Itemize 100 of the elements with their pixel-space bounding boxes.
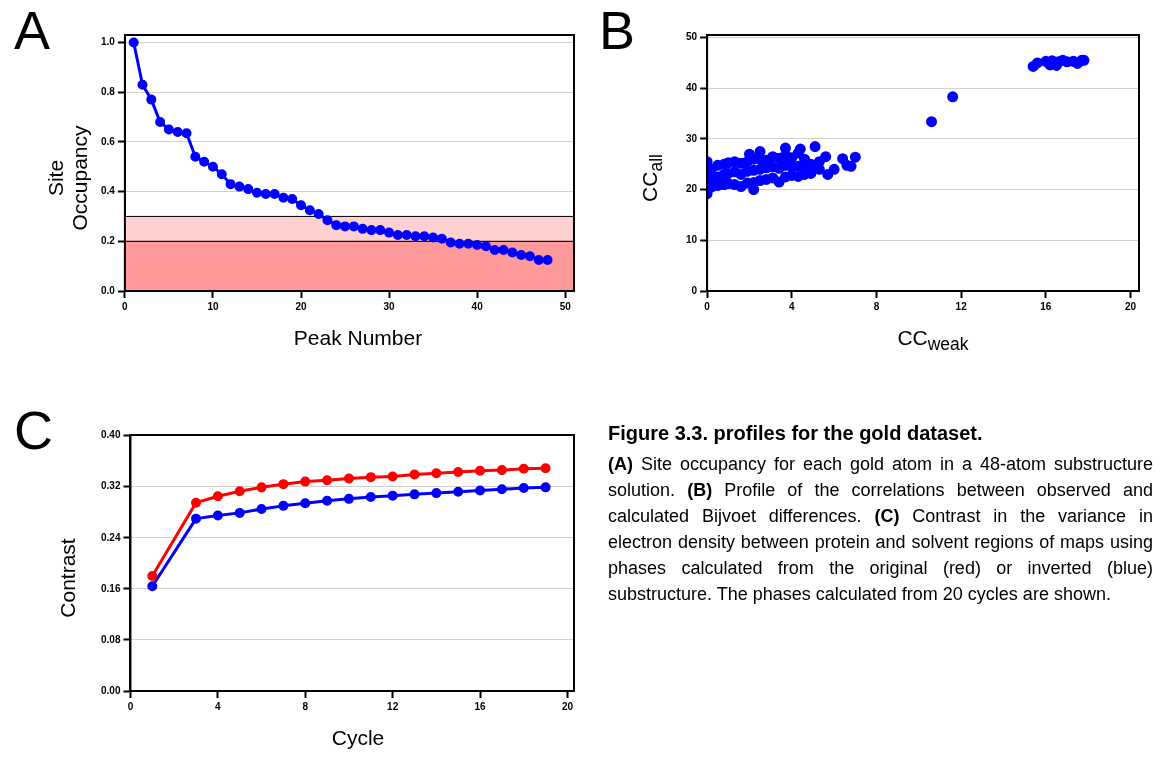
point — [516, 249, 527, 260]
text: (A) Site occupancy for each gold atom in a 48-atom substructure solution. (B) Profile of the correlations between observed and calculated Bijvoet differences. (C) Contrast in the variance in electron density between protein and solvent regions of maps using phases calculated from the original (red) or inverted (blue) substructure. The phases calculated from 20 cycles are shown. — [608, 454, 1153, 604]
point — [300, 476, 311, 487]
y-tick-label: 0.8 — [101, 85, 116, 97]
point — [436, 233, 447, 244]
point — [453, 467, 464, 478]
point — [463, 238, 474, 249]
y-tick-label: 0.16 — [100, 582, 121, 594]
y-tick-label: 0.6 — [101, 135, 116, 147]
x-tick-label: 4 — [215, 700, 222, 712]
point — [278, 500, 289, 511]
x-tick-label: 20 — [1124, 300, 1137, 312]
point — [343, 473, 354, 484]
x-tick-label: 4 — [789, 300, 796, 312]
y-tick-label: 0.40 — [100, 429, 121, 441]
text: C — [14, 400, 53, 460]
point — [251, 187, 262, 198]
point — [146, 94, 157, 105]
point — [419, 231, 430, 242]
point — [225, 179, 236, 190]
y-tick-label: 30 — [686, 132, 698, 144]
x-tick-label: 50 — [559, 300, 572, 312]
point — [340, 221, 351, 232]
point — [489, 244, 500, 255]
point — [296, 200, 307, 211]
y-tick-label: 0.00 — [100, 684, 121, 696]
x-tick-label: 10 — [207, 300, 219, 312]
point — [269, 189, 280, 200]
point — [331, 220, 342, 231]
point — [343, 493, 354, 504]
point — [409, 489, 420, 500]
x-axis-title: CC$_{weak}$ — [896, 326, 970, 356]
point — [496, 484, 507, 495]
x-axis-title: Peak Number — [292, 326, 424, 350]
y-tick-label: 50 — [686, 31, 698, 43]
point — [199, 156, 210, 167]
point — [137, 79, 148, 90]
x-tick-label: 0 — [122, 300, 129, 312]
point — [475, 465, 486, 476]
point — [387, 490, 398, 501]
point — [216, 169, 227, 180]
x-tick-label: 0 — [127, 700, 134, 712]
point — [163, 124, 174, 135]
point — [384, 227, 395, 238]
point — [181, 128, 192, 139]
point — [234, 507, 245, 518]
point — [278, 479, 289, 490]
y-tick-label: 0.32 — [100, 480, 121, 492]
point — [304, 205, 315, 216]
y-tick-label: 0.08 — [100, 633, 121, 645]
y-tick-label: 40 — [686, 81, 698, 93]
point — [475, 485, 486, 496]
point — [212, 491, 223, 502]
point — [409, 469, 420, 480]
x-tick-label: 16 — [474, 700, 487, 712]
point — [431, 488, 442, 499]
y-axis-title: Site Occupancy — [44, 124, 92, 233]
point — [207, 161, 218, 172]
y-tick-label: 0.24 — [100, 531, 121, 543]
point — [234, 486, 245, 497]
point — [365, 472, 376, 483]
x-tick-label: 12 — [387, 700, 399, 712]
point — [191, 513, 202, 524]
point — [234, 181, 245, 192]
point — [454, 238, 465, 249]
point — [322, 215, 333, 226]
point — [278, 192, 289, 203]
point — [472, 240, 483, 251]
point — [431, 468, 442, 479]
x-tick-label: 40 — [471, 300, 484, 312]
point — [155, 116, 166, 127]
point — [375, 225, 386, 236]
point — [147, 581, 158, 592]
x-tick-label: 12 — [955, 300, 968, 312]
point — [147, 571, 158, 582]
y-tick-label: 0 — [691, 284, 698, 296]
x-tick-label: 8 — [302, 700, 309, 712]
text: B — [599, 0, 636, 60]
x-tick-label: 30 — [383, 300, 396, 312]
point — [480, 241, 491, 252]
point — [287, 194, 298, 205]
point — [172, 126, 183, 137]
x-tick-label: 0 — [704, 300, 711, 312]
point — [313, 208, 324, 219]
point — [518, 482, 529, 493]
x-tick-label: 8 — [873, 300, 880, 312]
point — [401, 230, 412, 241]
point — [366, 225, 377, 236]
point — [410, 231, 421, 242]
point — [260, 189, 271, 200]
x-tick-label: 20 — [561, 700, 574, 712]
x-tick-label: 16 — [1040, 300, 1052, 312]
point — [453, 486, 464, 497]
y-tick-label: 0.4 — [101, 185, 116, 197]
point — [348, 221, 359, 232]
point — [191, 497, 202, 508]
point — [428, 232, 439, 243]
point — [496, 465, 507, 476]
point — [540, 463, 551, 474]
point — [518, 463, 529, 474]
